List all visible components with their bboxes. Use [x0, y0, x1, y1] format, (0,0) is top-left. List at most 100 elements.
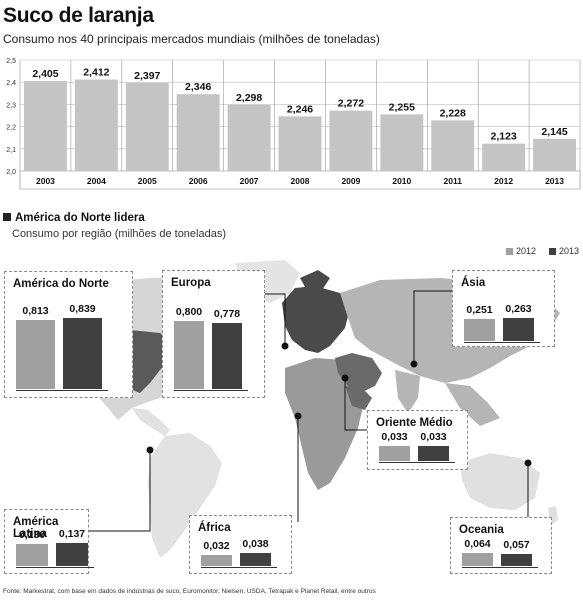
- category-label: 2006: [189, 176, 208, 186]
- connector-latin-america: [87, 450, 151, 532]
- region-value-label: 0,839: [69, 303, 96, 315]
- category-label: 2011: [444, 176, 463, 186]
- bar-2008: [278, 116, 322, 171]
- bar-value-label: 2,123: [490, 131, 516, 143]
- region-value-label: 0,033: [420, 431, 447, 443]
- category-label: 2004: [87, 176, 106, 186]
- region-value-label: 0,038: [242, 538, 269, 550]
- bar-2007: [227, 104, 271, 171]
- bar-2009: [329, 110, 373, 171]
- category-label: 2003: [36, 176, 55, 186]
- region-name: América do Norte: [13, 278, 109, 290]
- region-baseline: [174, 390, 248, 391]
- bar-2006: [176, 94, 220, 171]
- dot-latin-america: [146, 446, 154, 454]
- bar-2011: [431, 120, 475, 171]
- map-australia: [460, 453, 540, 510]
- region-name: América Latina: [13, 516, 59, 540]
- category-label: 2010: [392, 176, 411, 186]
- bar-2013: [533, 138, 576, 171]
- bar-value-label: 2,255: [389, 101, 415, 113]
- bar-value-label: 2,397: [134, 70, 160, 82]
- y-tick-label: 2,5: [6, 58, 16, 65]
- category-label: 2013: [545, 176, 564, 186]
- bar-value-label: 2,228: [440, 107, 466, 119]
- region-name: Europa: [171, 277, 211, 289]
- region-bar-2013: [501, 554, 532, 566]
- map-central-america: [132, 408, 170, 436]
- legend-2013: 2013: [549, 246, 579, 256]
- region-name: Ásia: [461, 277, 486, 289]
- source-note: Fonte: Markestrat, com base em dados de …: [3, 588, 376, 595]
- chart-title: Suco de laranja: [3, 4, 154, 27]
- region-bar-2013: [212, 323, 242, 389]
- category-label: 2009: [341, 176, 360, 186]
- y-tick-label: 2,2: [6, 125, 16, 132]
- connector-europe: [262, 293, 286, 346]
- region-bar-2012: [464, 319, 495, 341]
- legend-label-2013: 2013: [559, 246, 580, 256]
- region-baseline: [379, 462, 455, 463]
- map-scandinavia: [300, 270, 330, 292]
- region-bar-2012: [201, 555, 232, 566]
- map-india: [395, 370, 420, 413]
- legend-swatch-2012: [506, 248, 513, 255]
- region-name: Oriente Médio: [376, 417, 453, 429]
- connector-asia: [413, 290, 452, 364]
- region-bar-2013: [240, 553, 271, 566]
- y-tick-label: 2,4: [6, 80, 16, 87]
- bar-value-label: 2,412: [83, 67, 109, 79]
- map-se-asia: [445, 383, 500, 426]
- region-value-label: 0,251: [466, 304, 493, 317]
- dot-europe: [281, 342, 289, 350]
- region-baseline: [201, 567, 277, 568]
- region-bar-2013: [503, 318, 534, 341]
- region-baseline: [16, 567, 94, 568]
- bar-2012: [482, 143, 526, 171]
- region-bar-2013: [56, 543, 88, 566]
- section-title-text: América do Norte lidera: [15, 212, 145, 224]
- legend-2012: 2012: [506, 246, 536, 256]
- y-tick-label: 2,0: [6, 169, 16, 176]
- region-value-label: 0,800: [175, 306, 203, 319]
- map-middle-east: [335, 353, 382, 393]
- bar-value-label: 2,298: [236, 92, 262, 104]
- y-tick-label: 2,3: [6, 102, 16, 109]
- region-value-label: 0,032: [203, 540, 230, 553]
- chart-subtitle: Consumo nos 40 principais mercados mundi…: [3, 32, 380, 46]
- region-bar-2012: [16, 320, 55, 389]
- legend-swatch-2013: [549, 248, 556, 255]
- region-bar-2012: [16, 544, 48, 566]
- bar-value-label: 2,346: [185, 81, 211, 93]
- bar-2004: [74, 79, 118, 171]
- section-title: América do Norte lidera: [3, 212, 145, 224]
- region-bar-2013: [418, 446, 449, 461]
- y-tick-label: 2,1: [6, 147, 16, 154]
- bar-value-label: 2,246: [287, 103, 313, 115]
- bar-2005: [125, 82, 169, 171]
- region-bar-2013: [63, 318, 102, 389]
- region-bar-2012: [174, 321, 204, 389]
- region-value-label: 0,263: [505, 303, 532, 315]
- region-bar-2012: [379, 446, 410, 461]
- map-arabia: [345, 386, 372, 410]
- dot-asia: [410, 360, 418, 368]
- bar-2003: [24, 81, 67, 171]
- dot-middle-east: [341, 374, 349, 382]
- bar-2010: [380, 114, 424, 171]
- region-value-label: 0,064: [464, 538, 491, 550]
- dot-africa: [294, 412, 302, 420]
- legend-label-2012: 2012: [516, 246, 537, 256]
- region-baseline: [464, 342, 540, 343]
- category-label: 2005: [138, 176, 157, 186]
- region-value-label: 0,778: [213, 308, 241, 321]
- bar-value-label: 2,272: [338, 98, 364, 110]
- region-bar-2012: [462, 553, 493, 566]
- region-value-label: 0,057: [503, 539, 530, 552]
- region-name: África: [198, 522, 231, 534]
- map-europe: [282, 286, 350, 353]
- section-subtitle: Consumo por região (milhões de toneladas…: [12, 228, 227, 240]
- section-square-icon: [3, 213, 11, 221]
- bar-value-label: 2,145: [541, 126, 567, 138]
- region-baseline: [16, 390, 108, 391]
